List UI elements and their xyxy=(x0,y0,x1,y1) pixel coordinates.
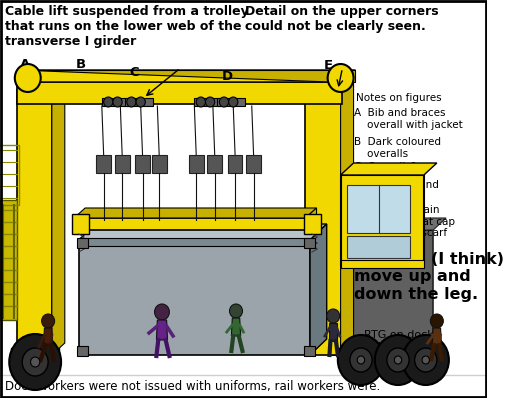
Bar xyxy=(17,90,52,355)
Polygon shape xyxy=(52,78,65,355)
Circle shape xyxy=(229,97,238,107)
Bar xyxy=(347,185,410,233)
Text: E: E xyxy=(323,59,333,72)
Text: C: C xyxy=(129,66,139,79)
Polygon shape xyxy=(79,224,327,240)
Bar xyxy=(17,82,65,98)
Circle shape xyxy=(327,309,340,323)
Bar xyxy=(217,98,245,106)
Text: B: B xyxy=(75,58,86,71)
Circle shape xyxy=(414,348,437,372)
Text: RTG on docks
in late 1960's.: RTG on docks in late 1960's. xyxy=(364,330,443,351)
Polygon shape xyxy=(29,70,356,82)
Bar xyxy=(246,155,261,173)
Bar xyxy=(305,214,321,234)
Circle shape xyxy=(196,97,206,107)
Circle shape xyxy=(219,97,229,107)
Circle shape xyxy=(338,335,384,385)
Polygon shape xyxy=(329,323,337,341)
Circle shape xyxy=(350,348,372,372)
Bar xyxy=(152,155,167,173)
Bar xyxy=(115,155,129,173)
Bar xyxy=(228,155,242,173)
Bar xyxy=(74,218,306,230)
Polygon shape xyxy=(74,208,317,218)
Bar xyxy=(72,214,89,234)
Circle shape xyxy=(387,348,409,372)
Bar xyxy=(77,346,88,356)
Polygon shape xyxy=(306,208,317,230)
Bar xyxy=(189,155,204,173)
Bar xyxy=(341,175,424,265)
Polygon shape xyxy=(310,224,327,355)
Bar xyxy=(102,98,129,106)
Circle shape xyxy=(357,356,365,364)
Text: A  Bib and braces
    overall with jacket: A Bib and braces overall with jacket xyxy=(355,108,463,130)
Polygon shape xyxy=(17,70,356,82)
Bar xyxy=(304,238,315,248)
Text: Cable lift suspended from a trolley
that runs on the lower web of the
transverse: Cable lift suspended from a trolley that… xyxy=(5,5,248,48)
Circle shape xyxy=(206,97,215,107)
Bar xyxy=(341,260,424,268)
Bar xyxy=(0,200,17,320)
Bar xyxy=(338,348,440,364)
Text: Cab can (I think)
move up and
down the leg.: Cab can (I think) move up and down the l… xyxy=(355,252,504,302)
Circle shape xyxy=(328,64,353,92)
Circle shape xyxy=(402,335,449,385)
Circle shape xyxy=(42,314,55,328)
Circle shape xyxy=(31,357,40,367)
Polygon shape xyxy=(44,328,53,345)
Polygon shape xyxy=(341,163,437,175)
Bar xyxy=(17,82,342,104)
Text: A: A xyxy=(19,58,30,71)
Polygon shape xyxy=(231,318,240,336)
Circle shape xyxy=(104,97,113,107)
Bar xyxy=(77,238,88,248)
Polygon shape xyxy=(341,78,353,355)
Circle shape xyxy=(394,356,402,364)
Circle shape xyxy=(127,97,136,107)
Text: B  Dark coloured
    overalls: B Dark coloured overalls xyxy=(355,137,441,158)
Circle shape xyxy=(15,64,41,92)
Bar xyxy=(207,155,222,173)
Bar xyxy=(135,155,150,173)
Polygon shape xyxy=(432,328,441,345)
Circle shape xyxy=(430,314,443,328)
Circle shape xyxy=(113,97,122,107)
Bar xyxy=(0,145,18,205)
Bar xyxy=(195,98,222,106)
Text: D  Overcoat and
    flat cap: D Overcoat and flat cap xyxy=(355,180,439,202)
Circle shape xyxy=(9,334,61,390)
Bar xyxy=(306,90,341,355)
Circle shape xyxy=(155,304,169,320)
Polygon shape xyxy=(331,218,446,230)
Text: Dock workers were not issued with uniforms, rail workers were.: Dock workers were not issued with unifor… xyxy=(5,380,380,393)
Text: D: D xyxy=(221,70,232,83)
Text: Detail on the upper corners
could not be clearly seen.: Detail on the upper corners could not be… xyxy=(245,5,439,33)
Bar xyxy=(79,238,310,246)
Bar xyxy=(96,155,111,173)
Circle shape xyxy=(422,356,429,364)
Circle shape xyxy=(22,348,48,376)
Bar xyxy=(347,236,410,258)
Text: C  Overalls?: C Overalls? xyxy=(355,162,417,172)
Text: Notes on figures: Notes on figures xyxy=(356,93,442,103)
Bar xyxy=(79,240,310,355)
Circle shape xyxy=(229,304,242,318)
Bar xyxy=(304,346,315,356)
Circle shape xyxy=(375,335,421,385)
Bar xyxy=(331,230,433,355)
Polygon shape xyxy=(156,320,167,340)
Bar xyxy=(11,348,59,364)
Circle shape xyxy=(136,97,145,107)
Text: E  Foreman, rain
    coat and flat cap
    with thick scarf: E Foreman, rain coat and flat cap with t… xyxy=(355,205,456,238)
Bar xyxy=(125,98,153,106)
